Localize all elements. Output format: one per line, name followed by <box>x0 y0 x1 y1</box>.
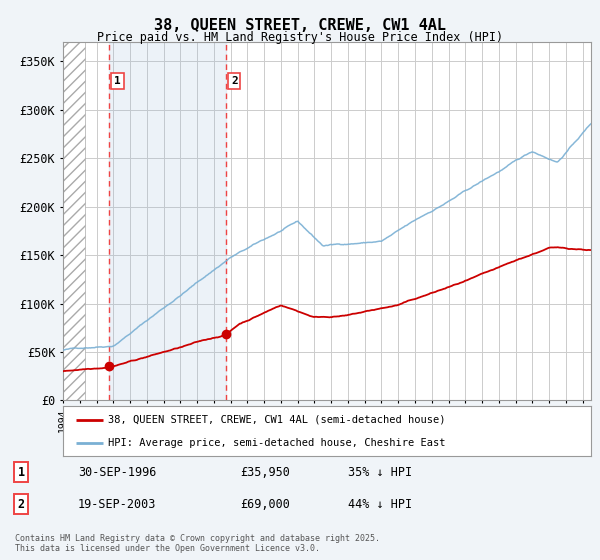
Text: HPI: Average price, semi-detached house, Cheshire East: HPI: Average price, semi-detached house,… <box>108 438 445 448</box>
Text: Price paid vs. HM Land Registry's House Price Index (HPI): Price paid vs. HM Land Registry's House … <box>97 31 503 44</box>
Text: 1: 1 <box>17 465 25 479</box>
Text: 38, QUEEN STREET, CREWE, CW1 4AL (semi-detached house): 38, QUEEN STREET, CREWE, CW1 4AL (semi-d… <box>108 414 445 424</box>
Text: 2: 2 <box>17 498 25 511</box>
Text: 2: 2 <box>231 76 238 86</box>
Text: 30-SEP-1996: 30-SEP-1996 <box>78 465 157 479</box>
Text: 44% ↓ HPI: 44% ↓ HPI <box>348 498 412 511</box>
Text: 19-SEP-2003: 19-SEP-2003 <box>78 498 157 511</box>
Text: £35,950: £35,950 <box>240 465 290 479</box>
Text: 38, QUEEN STREET, CREWE, CW1 4AL: 38, QUEEN STREET, CREWE, CW1 4AL <box>154 18 446 34</box>
Bar <box>63 42 85 400</box>
Text: 1: 1 <box>114 76 121 86</box>
Text: £69,000: £69,000 <box>240 498 290 511</box>
Text: Contains HM Land Registry data © Crown copyright and database right 2025.
This d: Contains HM Land Registry data © Crown c… <box>15 534 380 553</box>
Text: 35% ↓ HPI: 35% ↓ HPI <box>348 465 412 479</box>
Bar <box>63 42 85 400</box>
Bar <box>109 42 226 400</box>
